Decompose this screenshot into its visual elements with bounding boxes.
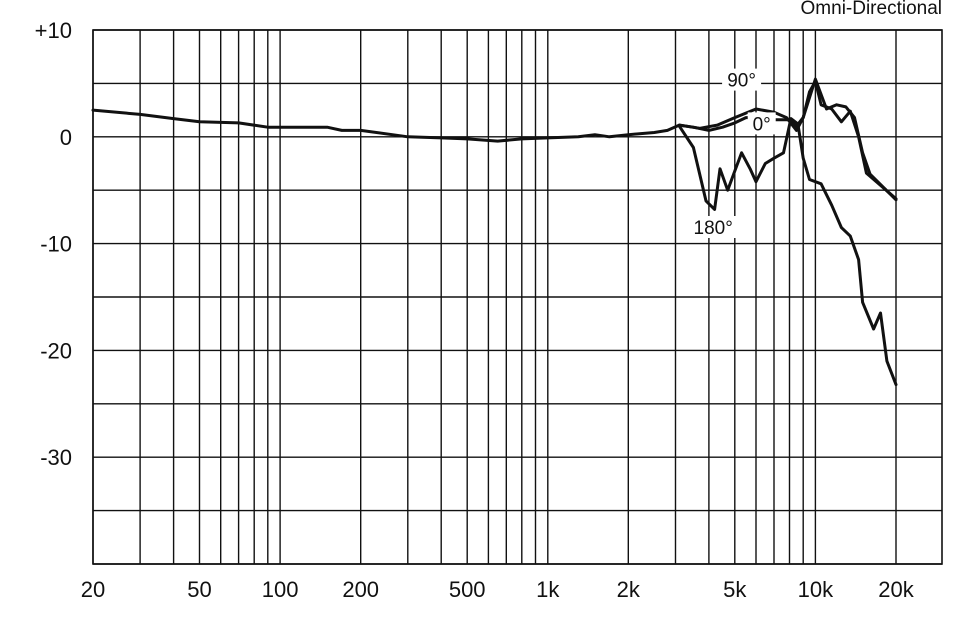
x-tick-label: 20k [878, 577, 914, 602]
x-tick-label: 500 [449, 577, 486, 602]
y-tick-label: 0 [60, 125, 72, 150]
x-tick-label: 5k [723, 577, 747, 602]
x-tick-label: 20 [81, 577, 105, 602]
series-layer [91, 77, 898, 387]
plot-frame [92, 29, 943, 565]
series-line-1 [677, 77, 898, 202]
curve-labels: 0° 90° 180° [688, 68, 776, 239]
curve-label-bg [722, 68, 762, 91]
chart-subtitle: Omni-Directional [801, 0, 942, 19]
x-tick-label: 1k [536, 577, 560, 602]
y-tick-label: -10 [40, 232, 72, 257]
curve-label-1: 90° [727, 71, 756, 92]
x-tick-label: 200 [342, 577, 379, 602]
chart-grid [92, 29, 942, 565]
curve-label-bg [688, 216, 739, 238]
series-line-0 [91, 79, 898, 201]
y-tick-label: -20 [40, 338, 72, 363]
x-tick-label: 50 [187, 577, 211, 602]
x-tick-label: 100 [262, 577, 299, 602]
x-tick-label: 10k [798, 577, 834, 602]
x-tick-label: 2k [617, 577, 641, 602]
curve-label-bg [747, 112, 776, 135]
series-line-2 [677, 117, 898, 387]
y-tick-label: +10 [35, 18, 72, 43]
curve-label-0: 0° [753, 114, 771, 135]
x-axis-tick-labels: 20 50 100 200 500 1k 2k 5k 10k 20k [81, 577, 915, 602]
y-axis-tick-labels: +10 0 -10 -20 -30 [35, 18, 72, 470]
y-tick-label: -30 [40, 445, 72, 470]
curve-label-2: 180° [694, 218, 733, 239]
